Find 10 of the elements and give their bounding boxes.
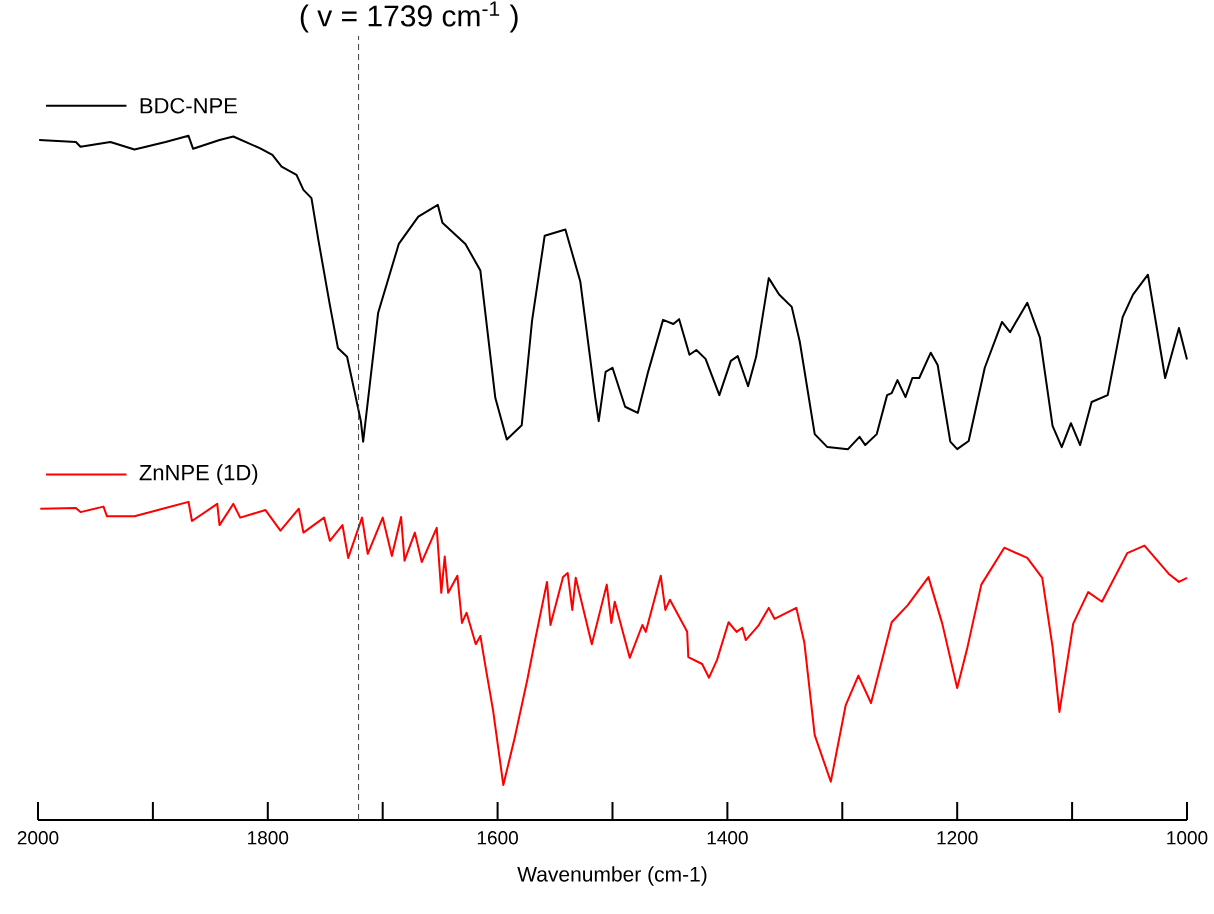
x-axis-title: Wavenumber (cm-1) <box>517 866 707 886</box>
x-tick-label: 1600 <box>477 831 518 845</box>
legend-label: ZnNPE (1D) <box>139 464 258 485</box>
x-tick-label: 2000 <box>17 831 59 845</box>
x-tick-label: 1800 <box>248 831 289 845</box>
x-tick-label: 1000 <box>1167 831 1208 845</box>
x-tick-label: 1200 <box>937 831 978 845</box>
x-tick-label: 1400 <box>707 831 748 845</box>
legend-label: BDC-NPE <box>140 97 237 114</box>
text: ( v = 1739 cm$^{-1}$ ) <box>300 1 518 33</box>
